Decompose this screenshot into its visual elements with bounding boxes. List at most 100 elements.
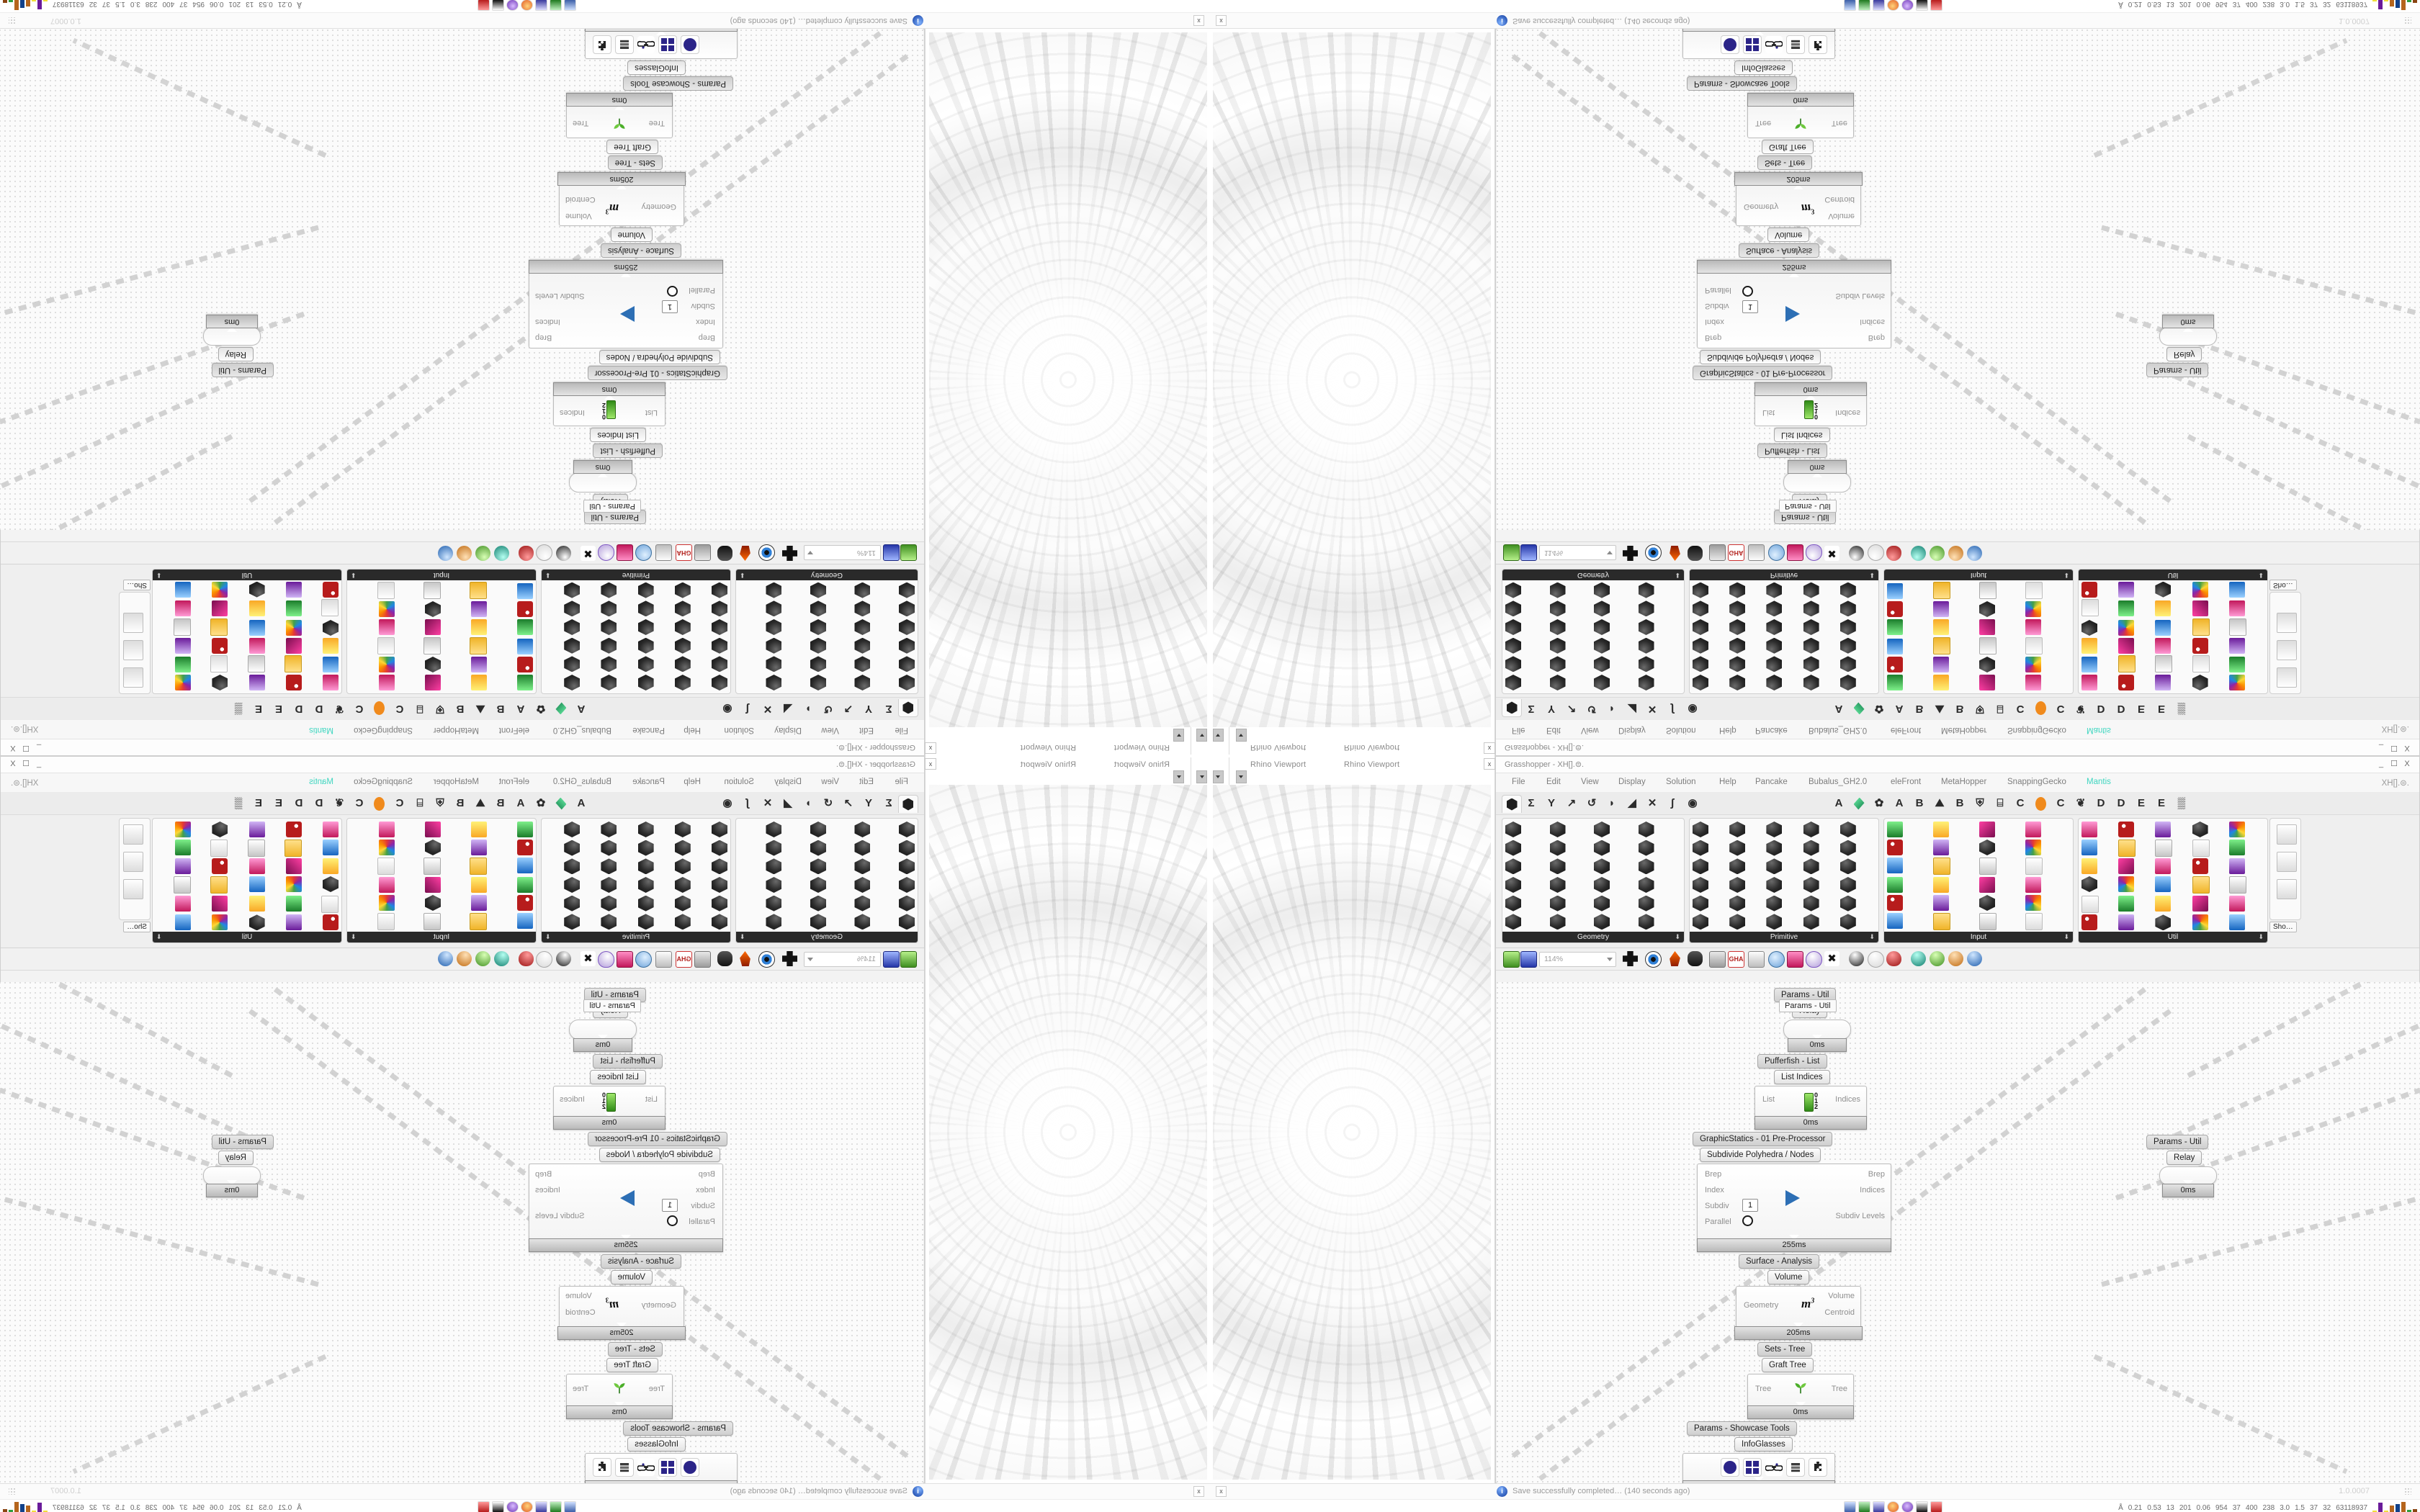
ribbon-component-icon[interactable] [517, 822, 533, 837]
teal-sphere-icon[interactable] [1911, 546, 1926, 561]
search-icon[interactable] [635, 951, 652, 968]
input-pin-index[interactable]: Index [696, 318, 715, 326]
ribbon-component-icon[interactable] [2081, 637, 2097, 654]
ribbon-component-icon[interactable] [323, 839, 339, 855]
tab-close-button[interactable]: x [1484, 758, 1495, 770]
ribbon-component-icon[interactable] [675, 582, 691, 598]
green-sphere-icon[interactable] [1930, 951, 1945, 966]
ribbon-component-icon[interactable] [1639, 619, 1654, 635]
shaded-sphere-icon[interactable] [556, 951, 571, 966]
zoom-extents-icon[interactable] [1623, 546, 1638, 561]
ribbon-component-icon[interactable] [675, 914, 691, 930]
component-ribbon[interactable]: Geometry ⬇ Primitive ⬇ Input ⬇ Util ⬇ Sho… [1, 564, 924, 697]
canvas-toolbar[interactable]: 114% GHA ✖ [1496, 948, 2419, 971]
ribbon-component-icon[interactable] [1887, 822, 1903, 837]
ribbon-component-icon[interactable] [1729, 619, 1745, 635]
ribbon-component-icon[interactable] [564, 914, 580, 930]
ribbon-component-icon[interactable] [855, 896, 871, 912]
input-pin-list[interactable]: List [645, 1095, 658, 1104]
ribbon-component-icon[interactable] [2118, 581, 2135, 598]
tab-orange-dot-icon[interactable] [370, 795, 389, 812]
output-pin-brep[interactable]: Brep [535, 333, 552, 342]
node-category-graphicstatics[interactable]: GraphicStatics - 01 Pre-Processor [1693, 366, 1833, 380]
ribbon-component-icon[interactable] [712, 582, 727, 598]
ribbon-component-icon[interactable] [323, 657, 339, 673]
tab-mesh-icon[interactable]: ◢ [784, 703, 792, 715]
panel-expand-caret-icon[interactable]: ⬇ [156, 572, 162, 579]
ribbon-component-icon[interactable] [766, 582, 782, 598]
close-button[interactable]: X [2404, 744, 2410, 752]
ribbon-component-icon[interactable] [377, 637, 395, 654]
search-icon[interactable] [1768, 544, 1785, 561]
zoom-level-input[interactable]: 114% [1539, 952, 1616, 967]
recorder-icon[interactable] [1930, 1501, 1942, 1512]
ribbon-component-icon[interactable] [712, 858, 727, 874]
menu-item-bubalus-gh2-0[interactable]: Bubalus_GH2.0 [552, 778, 611, 786]
ribbon-component-icon[interactable] [2081, 599, 2099, 617]
ribbon-component-icon[interactable] [2228, 858, 2245, 875]
ribbon-component-icon[interactable] [1803, 876, 1819, 893]
chevron-down-icon[interactable] [1607, 958, 1613, 961]
profiler-icon[interactable] [717, 951, 732, 966]
ribbon-component-icon[interactable] [810, 600, 826, 616]
ribbon-component-icon[interactable] [379, 895, 395, 911]
ribbon-component-icon[interactable] [2118, 822, 2135, 837]
tab-letter-c2-icon[interactable]: C [355, 703, 364, 715]
firefox-icon[interactable] [1887, 0, 1899, 11]
tab-mesh-icon[interactable]: ◢ [784, 797, 792, 809]
teal-sphere-icon[interactable] [1911, 951, 1926, 966]
output-pin-tree[interactable]: Tree [1831, 1385, 1847, 1393]
profiler-icon[interactable] [1688, 546, 1703, 561]
input-pin-subdiv[interactable]: Subdiv [691, 1202, 715, 1210]
ribbon-component-icon[interactable] [1505, 895, 1521, 912]
ribbon-component-icon[interactable] [2025, 895, 2041, 911]
tab-letter-e2-icon[interactable]: E [255, 797, 263, 809]
close-button[interactable]: X [2404, 760, 2410, 768]
node-category-pufferfish-list[interactable]: Pufferfish - List [593, 1054, 663, 1068]
ribbon-component-icon[interactable] [517, 895, 533, 911]
ribbon-component-icon[interactable] [810, 877, 826, 893]
tab-close-button[interactable]: x [925, 742, 936, 754]
infoglasses-list-icon[interactable] [681, 35, 699, 54]
output-pin-volume[interactable]: Volume [1828, 212, 1855, 220]
ribbon-component-icon[interactable] [1839, 914, 1856, 930]
tab-display-icon[interactable]: ◉ [722, 797, 732, 809]
output-pin-tree[interactable]: Tree [1831, 119, 1847, 127]
ribbon-component-icon[interactable] [601, 896, 617, 912]
tab-bird-icon[interactable]: ❦ [334, 703, 344, 715]
ribbon-component-icon[interactable] [2192, 655, 2210, 673]
ribbon-component-icon[interactable] [285, 581, 302, 598]
viewport-scroll-arrow-right[interactable] [1236, 729, 1247, 742]
tab-bird-icon[interactable]: ❦ [334, 797, 344, 809]
orange-sphere-icon[interactable] [457, 546, 472, 561]
component-volume[interactable]: Geometry m3 Volume Centroid [559, 184, 684, 226]
resize-grip[interactable] [9, 1488, 15, 1495]
canvas-toolbar[interactable]: 114% GHA ✖ [1496, 541, 2419, 564]
panel-expand-caret-icon[interactable]: ⬇ [156, 933, 162, 940]
menu-item-metahopper[interactable]: MetaHopper [1941, 778, 1987, 786]
ribbon-component-icon[interactable] [174, 618, 192, 636]
ribbon-panel-input[interactable]: Input ⬇ [346, 818, 537, 943]
tab-mountain-icon[interactable]: ⛰ [475, 703, 485, 715]
node-category-params-showcase-tools[interactable]: Params - Showcase Tools [1687, 76, 1797, 91]
ribbon-component-icon[interactable] [638, 638, 654, 654]
ribbon-component-icon[interactable] [1638, 840, 1654, 856]
ribbon-component-icon[interactable] [712, 619, 727, 635]
ribbon-component-icon[interactable] [712, 914, 727, 930]
at-icon[interactable] [1709, 544, 1726, 561]
output-pin-subdiv-levels[interactable]: Subdiv Levels [1835, 292, 1886, 300]
ribbon-component-icon[interactable] [601, 582, 617, 598]
input-pin-tree[interactable]: Tree [1755, 119, 1772, 127]
ribbon-component-icon[interactable] [1803, 582, 1819, 598]
tab-letter-d-icon[interactable]: D [315, 703, 323, 715]
ribbon-component-icon[interactable] [1766, 600, 1782, 616]
ribbon-component-icon[interactable] [1594, 914, 1610, 930]
ribbon-component-icon[interactable] [285, 620, 302, 636]
ribbon-component-icon[interactable] [249, 914, 265, 930]
ribbon-component-icon[interactable] [248, 620, 265, 636]
menu-item-elefront[interactable]: eleFront [1891, 778, 1922, 786]
ribbon-component-icon[interactable] [1979, 877, 1995, 893]
ribbon-panel-primitive[interactable]: Primitive ⬇ [541, 818, 731, 943]
tab-matrix-icon[interactable]: ▒ [2177, 797, 2186, 809]
ribbon-component-icon[interactable] [285, 637, 302, 654]
